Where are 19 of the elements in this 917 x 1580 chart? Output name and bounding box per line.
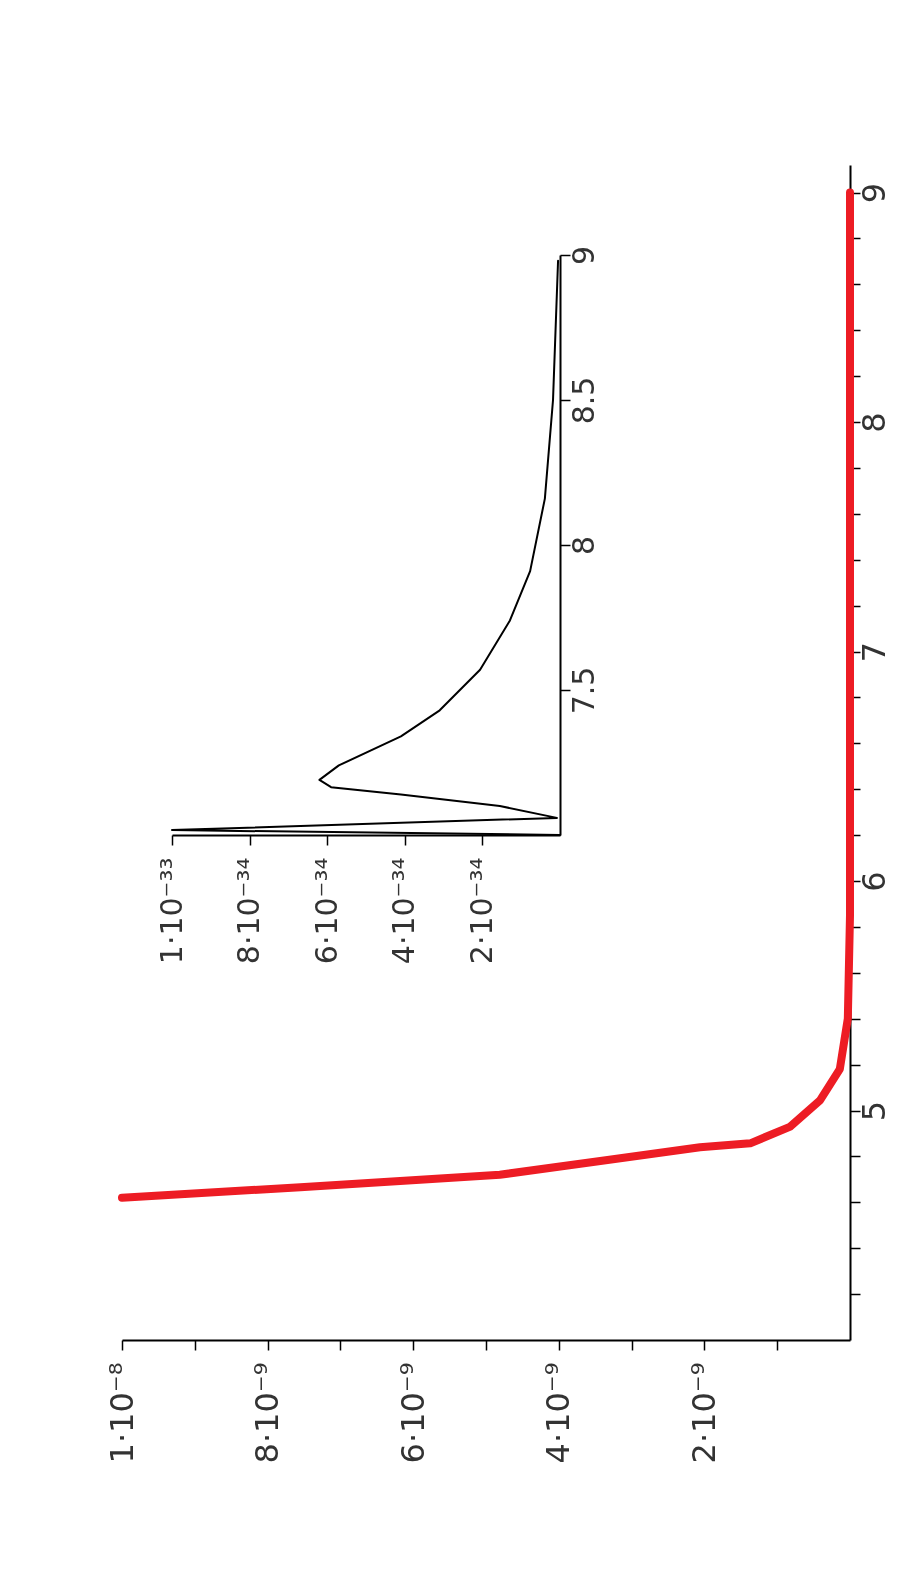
y-tick-label: 8: [854, 412, 893, 433]
y-tick-label: 6: [854, 871, 893, 892]
y-tick-label: 7: [854, 641, 893, 663]
x-tick-label: 8·10⁻³⁴: [231, 857, 267, 965]
y-tick-label: 8.5: [565, 376, 601, 425]
x-tick-label: 2·10⁻³⁴: [463, 857, 499, 965]
y-tick-label: 7.5: [565, 666, 601, 715]
x-tick-label: 6·10⁻³⁴: [308, 857, 344, 965]
x-tick-label: 1·10⁻³³: [153, 857, 189, 965]
x-tick-label: 4·10⁻⁹: [539, 1362, 578, 1464]
y-tick-label: 5: [854, 1100, 893, 1122]
x-tick-label: 2·10⁻⁹: [684, 1362, 723, 1464]
x-tick-label: 1·10⁻⁸: [102, 1362, 141, 1464]
x-tick-label: 4·10⁻³⁴: [386, 857, 422, 965]
x-tick-label: 6·10⁻⁹: [393, 1362, 432, 1464]
x-tick-label: 8·10⁻⁹: [248, 1362, 287, 1464]
y-tick-label: 8: [565, 535, 601, 556]
y-tick-label: 9: [565, 245, 601, 266]
y-tick-label: 9: [854, 182, 893, 204]
